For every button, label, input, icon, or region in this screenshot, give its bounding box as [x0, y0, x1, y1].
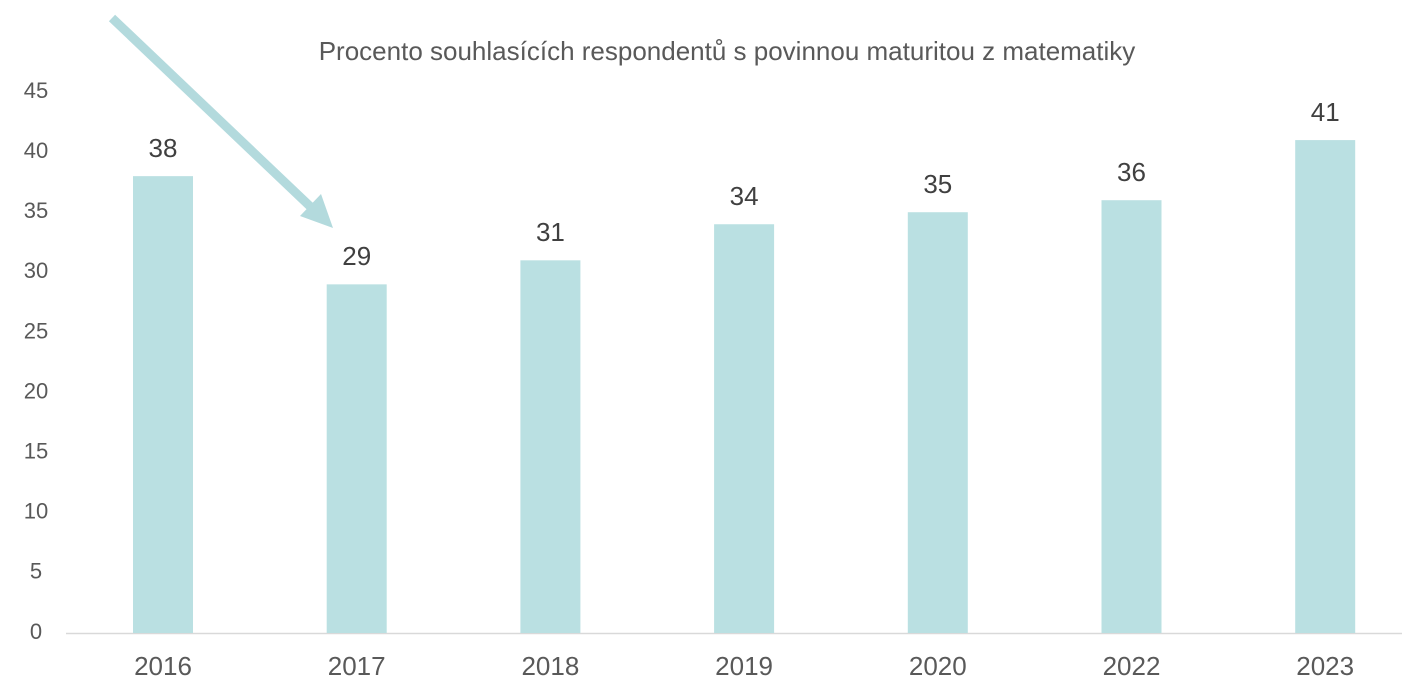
y-tick-label: 35 — [24, 198, 48, 223]
chart-title: Procento souhlasících respondentů s povi… — [319, 36, 1136, 66]
x-tick-label: 2016 — [134, 651, 192, 681]
data-label: 41 — [1311, 97, 1340, 127]
x-tick-label: 2020 — [909, 651, 967, 681]
x-tick-label: 2018 — [521, 651, 579, 681]
y-tick-label: 40 — [24, 138, 48, 163]
bar — [326, 284, 387, 633]
bar — [520, 260, 581, 633]
bar — [907, 212, 968, 633]
y-tick-label: 0 — [30, 619, 42, 644]
y-tick-label: 15 — [24, 438, 48, 463]
bar — [133, 176, 193, 633]
arrow-head — [300, 194, 333, 228]
data-label: 34 — [730, 181, 759, 211]
x-tick-label: 2022 — [1103, 651, 1161, 681]
y-tick-label: 20 — [24, 378, 48, 403]
data-label: 38 — [149, 133, 178, 163]
x-tick-label: 2017 — [328, 651, 386, 681]
data-label: 31 — [536, 217, 565, 247]
y-tick-label: 45 — [24, 78, 48, 103]
data-label: 36 — [1117, 157, 1146, 187]
bar — [1101, 200, 1162, 633]
bar — [714, 224, 775, 633]
y-tick-label: 10 — [24, 499, 48, 524]
x-tick-label: 2023 — [1296, 651, 1354, 681]
data-label: 35 — [923, 169, 952, 199]
arrow-shaft — [108, 14, 320, 216]
y-tick-label: 5 — [30, 559, 42, 584]
y-tick-label: 25 — [24, 318, 48, 343]
x-tick-label: 2019 — [715, 651, 773, 681]
annotation-arrow — [108, 14, 333, 228]
data-label: 29 — [342, 241, 371, 271]
y-tick-label: 30 — [24, 258, 48, 283]
bar — [1295, 140, 1356, 634]
